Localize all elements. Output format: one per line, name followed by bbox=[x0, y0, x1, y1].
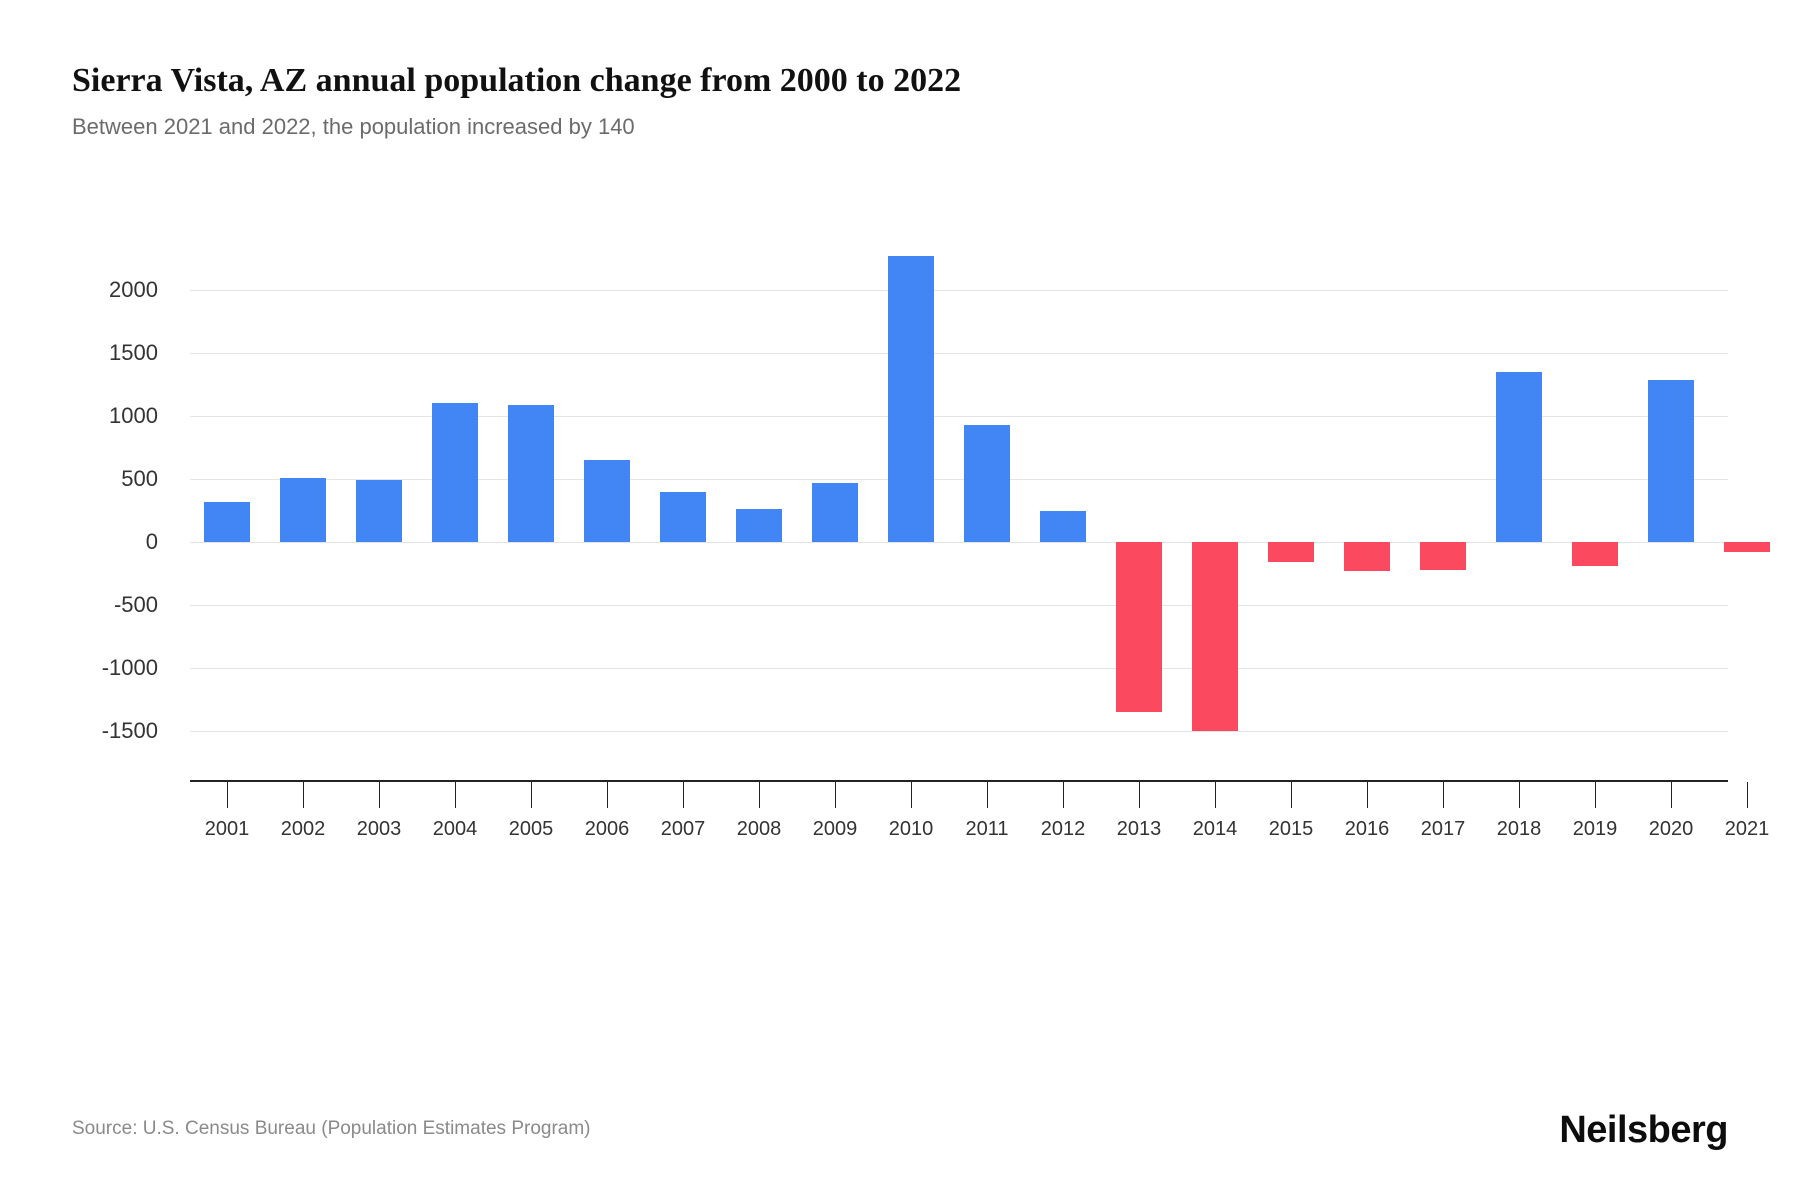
bar-2014[interactable] bbox=[1192, 542, 1238, 731]
tick-2015 bbox=[1291, 782, 1292, 808]
tick-2002 bbox=[303, 782, 304, 808]
tick-2016 bbox=[1367, 782, 1368, 808]
x-label-2017: 2017 bbox=[1421, 818, 1466, 841]
x-label-2004: 2004 bbox=[433, 818, 478, 841]
x-ticks-row bbox=[190, 782, 1728, 812]
x-label-2007: 2007 bbox=[661, 818, 706, 841]
x-label-2002: 2002 bbox=[281, 818, 326, 841]
x-label-2005: 2005 bbox=[509, 818, 554, 841]
x-label-2008: 2008 bbox=[737, 818, 782, 841]
bar-2017[interactable] bbox=[1420, 542, 1466, 570]
y-tick-neg1000: -1000 bbox=[58, 655, 158, 681]
tick-2019 bbox=[1595, 782, 1596, 808]
bar-2004[interactable] bbox=[432, 403, 478, 542]
bar-2010[interactable] bbox=[888, 256, 934, 542]
y-tick-500: 500 bbox=[58, 466, 158, 492]
tick-2008 bbox=[759, 782, 760, 808]
x-label-2001: 2001 bbox=[205, 818, 250, 841]
tick-2018 bbox=[1519, 782, 1520, 808]
bar-2021[interactable] bbox=[1724, 542, 1770, 552]
x-label-2021: 2021 bbox=[1725, 818, 1770, 841]
bar-2019[interactable] bbox=[1572, 542, 1618, 566]
tick-2001 bbox=[227, 782, 228, 808]
tick-2007 bbox=[683, 782, 684, 808]
bar-2012[interactable] bbox=[1040, 511, 1086, 542]
x-label-2019: 2019 bbox=[1573, 818, 1618, 841]
x-label-2020: 2020 bbox=[1649, 818, 1694, 841]
tick-2005 bbox=[531, 782, 532, 808]
bar-2016[interactable] bbox=[1344, 542, 1390, 571]
bar-2018[interactable] bbox=[1496, 372, 1542, 542]
bar-2002[interactable] bbox=[280, 478, 326, 542]
x-label-2013: 2013 bbox=[1117, 818, 1162, 841]
footer-source: Source: U.S. Census Bureau (Population E… bbox=[72, 1118, 591, 1140]
tick-2014 bbox=[1215, 782, 1216, 808]
tick-2021 bbox=[1747, 782, 1748, 808]
y-axis-labels: 2000 1500 1000 500 0 -500 -1000 -1500 bbox=[72, 290, 172, 780]
x-label-2016: 2016 bbox=[1345, 818, 1390, 841]
x-label-2014: 2014 bbox=[1193, 818, 1238, 841]
chart-container: Sierra Vista, AZ annual population chang… bbox=[0, 0, 1800, 1200]
x-label-2010: 2010 bbox=[889, 818, 934, 841]
bar-2008[interactable] bbox=[736, 509, 782, 542]
tick-2009 bbox=[835, 782, 836, 808]
tick-2004 bbox=[455, 782, 456, 808]
brand-logo: Neilsberg bbox=[1559, 1109, 1728, 1152]
x-label-2015: 2015 bbox=[1269, 818, 1314, 841]
tick-2011 bbox=[987, 782, 988, 808]
bar-2011[interactable] bbox=[964, 425, 1010, 542]
bar-2015[interactable] bbox=[1268, 542, 1314, 562]
x-label-2009: 2009 bbox=[813, 818, 858, 841]
y-tick-1000: 1000 bbox=[58, 403, 158, 429]
chart-title: Sierra Vista, AZ annual population chang… bbox=[72, 62, 1728, 100]
tick-2017 bbox=[1443, 782, 1444, 808]
bar-2009[interactable] bbox=[812, 483, 858, 542]
bar-2007[interactable] bbox=[660, 492, 706, 542]
y-tick-1500: 1500 bbox=[58, 340, 158, 366]
y-tick-2000: 2000 bbox=[58, 277, 158, 303]
bar-2003[interactable] bbox=[356, 480, 402, 542]
bar-2020[interactable] bbox=[1648, 380, 1694, 542]
y-tick-0: 0 bbox=[58, 529, 158, 555]
bar-2005[interactable] bbox=[508, 405, 554, 542]
tick-2003 bbox=[379, 782, 380, 808]
y-tick-neg500: -500 bbox=[58, 592, 158, 618]
header-section: Sierra Vista, AZ annual population chang… bbox=[72, 62, 1728, 140]
plot-area: 2000 1500 1000 500 0 -500 -1000 -1500 bbox=[72, 290, 1728, 1020]
x-label-2018: 2018 bbox=[1497, 818, 1542, 841]
tick-2020 bbox=[1671, 782, 1672, 808]
y-tick-neg1500: -1500 bbox=[58, 718, 158, 744]
x-label-2012: 2012 bbox=[1041, 818, 1086, 841]
tick-2010 bbox=[911, 782, 912, 808]
x-labels-row: 2001 2002 2003 2004 2005 2006 2007 2008 … bbox=[190, 818, 1728, 848]
tick-2013 bbox=[1139, 782, 1140, 808]
bars-area bbox=[190, 290, 1728, 780]
chart-subtitle: Between 2021 and 2022, the population in… bbox=[72, 114, 1728, 140]
bar-2006[interactable] bbox=[584, 460, 630, 542]
x-label-2011: 2011 bbox=[965, 818, 1008, 841]
x-label-2003: 2003 bbox=[357, 818, 402, 841]
x-label-2006: 2006 bbox=[585, 818, 630, 841]
bar-2001[interactable] bbox=[204, 502, 250, 542]
tick-2006 bbox=[607, 782, 608, 808]
tick-2012 bbox=[1063, 782, 1064, 808]
bar-2013[interactable] bbox=[1116, 542, 1162, 712]
